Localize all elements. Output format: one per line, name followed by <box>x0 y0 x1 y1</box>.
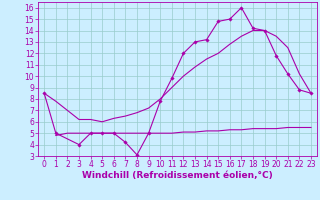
X-axis label: Windchill (Refroidissement éolien,°C): Windchill (Refroidissement éolien,°C) <box>82 171 273 180</box>
